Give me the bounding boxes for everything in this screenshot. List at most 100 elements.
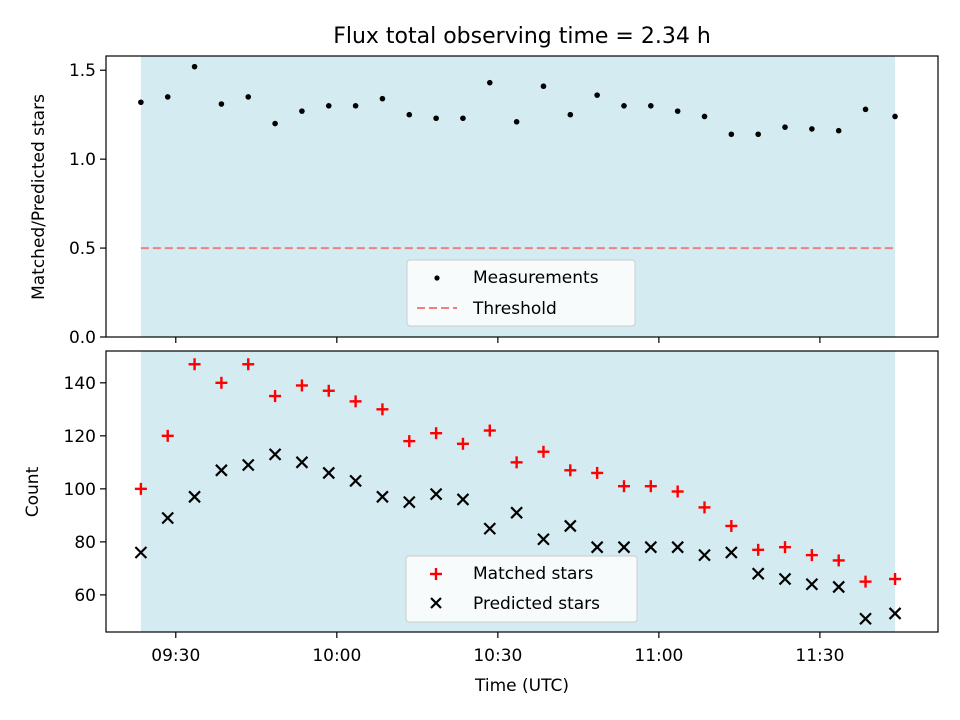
predicted-star-point — [537, 532, 550, 546]
bottom-x-tick-label: 10:00 — [312, 646, 361, 666]
matched-star-point — [644, 480, 657, 493]
bottom-y-tick-label: 60 — [74, 586, 96, 606]
predicted-star-point — [161, 511, 175, 525]
bottom-legend: Matched stars Predicted stars — [405, 555, 638, 623]
top-y-tick-label: 0.5 — [69, 239, 96, 259]
x-axis-label: Time (UTC) — [474, 676, 569, 696]
bottom-y-axis: 60 80 100 120 140 — [64, 374, 106, 606]
measurement-point — [892, 113, 898, 120]
matched-star-point — [510, 456, 523, 469]
matched-star-point — [564, 464, 577, 477]
predicted-star-point — [456, 493, 470, 506]
legend-predicted-marker — [430, 597, 442, 609]
predicted-star-point — [805, 578, 819, 591]
measurement-point — [486, 79, 493, 86]
predicted-star-point — [402, 495, 416, 509]
matched-star-point — [617, 480, 630, 493]
measurement-point — [406, 111, 413, 118]
measurement-point — [809, 126, 815, 132]
predicted-star-point — [778, 572, 792, 586]
matched-star-point — [725, 519, 738, 532]
measurement-point — [245, 94, 252, 100]
predicted-star-point — [888, 607, 902, 620]
measurement-point — [513, 119, 520, 125]
legend-measurements-label: Measurements — [473, 268, 599, 288]
predicted-star-point — [295, 456, 309, 469]
matched-star-point — [349, 395, 362, 408]
measurement-point — [540, 83, 547, 90]
measurement-point — [648, 102, 654, 109]
predicted-star-point — [268, 448, 282, 461]
matched-star-point — [430, 427, 443, 440]
bottom-x-tick-label: 10:30 — [473, 646, 522, 666]
predicted-star-point — [644, 540, 658, 554]
measurement-point — [272, 120, 278, 127]
measurement-point — [352, 102, 359, 109]
matched-star-point — [859, 575, 872, 588]
predicted-star-point — [751, 567, 765, 580]
legend-threshold-label: Threshold — [472, 299, 557, 319]
measurement-point — [138, 99, 144, 106]
measurement-point — [835, 127, 842, 134]
measurement-point — [782, 124, 788, 130]
measurement-point — [594, 92, 600, 98]
bottom-x-tick-label: 11:00 — [634, 646, 683, 666]
matched-star-point — [403, 435, 416, 448]
measurement-point — [299, 108, 305, 114]
bottom-plot-frame — [105, 350, 939, 633]
matched-star-point — [188, 358, 201, 371]
top-y-tick-label: 0.0 — [69, 328, 96, 348]
measurement-points — [138, 63, 898, 138]
predicted-star-point — [215, 464, 228, 477]
bottom-legend-box — [405, 555, 638, 623]
predicted-star-point — [617, 540, 631, 554]
matched-star-point — [161, 429, 174, 442]
legend-measurements-marker — [434, 275, 440, 281]
bottom-x-tick-label: 09:30 — [151, 646, 200, 666]
predicted-star-point — [241, 458, 255, 472]
matched-star-point — [215, 376, 228, 389]
matched-star-point — [242, 358, 255, 371]
matched-star-point — [832, 554, 845, 567]
measurement-point — [862, 106, 869, 113]
predicted-star-point — [322, 466, 336, 480]
predicted-star-point — [376, 490, 389, 504]
predicted-star-point — [671, 540, 684, 554]
top-legend-box — [406, 259, 636, 327]
predicted-star-point — [832, 580, 845, 594]
legend-matched-marker — [430, 568, 442, 580]
measurement-point — [433, 115, 439, 122]
figure-title: Flux total observing time = 2.34 h — [333, 24, 711, 49]
top-y-axis-label: Matched/Predicted stars — [29, 94, 49, 300]
matched-star-point — [295, 379, 308, 392]
measurement-point — [674, 108, 681, 114]
predicted-star-point — [510, 506, 523, 519]
measurement-point — [728, 131, 735, 138]
top-plot-frame — [105, 55, 939, 338]
legend-matched-label: Matched stars — [473, 564, 593, 584]
predicted-star-point — [483, 522, 497, 535]
top-x-axis — [175, 337, 821, 343]
matched-star-point — [537, 445, 550, 458]
matched-star-point — [671, 485, 684, 498]
matched-star-point — [779, 541, 792, 554]
bottom-x-axis: 09:30 10:00 10:30 11:00 11:30 — [151, 632, 844, 666]
matched-star-point — [889, 572, 902, 585]
bottom-y-axis-label: Count — [23, 466, 43, 517]
bottom-x-tick-label: 11:30 — [795, 646, 844, 666]
measurement-point — [460, 115, 466, 122]
matched-star-point — [269, 390, 282, 403]
matched-star-point — [698, 501, 711, 514]
matched-star-point — [805, 549, 818, 562]
matched-star-point — [483, 424, 496, 437]
measurement-point — [567, 111, 574, 118]
predicted-star-point — [429, 487, 443, 501]
predicted-star-point — [134, 546, 148, 559]
top-panel: 0.0 0.5 1.0 1.5 Matched/Predicted stars Mea… — [29, 55, 939, 348]
measurement-point — [379, 95, 386, 102]
legend-predicted-label: Predicted stars — [473, 594, 600, 614]
measurement-point — [621, 102, 627, 109]
bottom-y-tick-label: 100 — [64, 480, 96, 500]
